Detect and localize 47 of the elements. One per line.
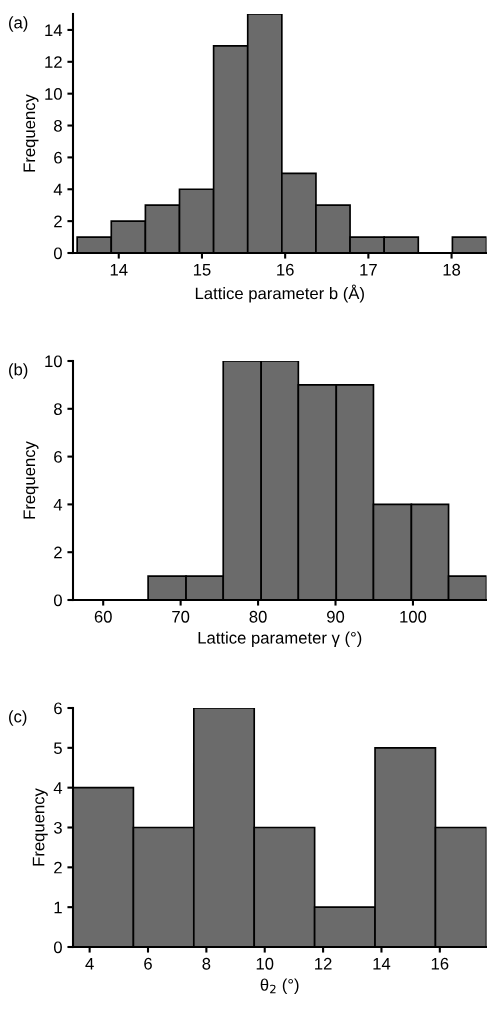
x-tick-label: 8 [202, 957, 211, 970]
y-axis-title: Frequency [23, 441, 39, 519]
x-axis-title: Lattice parameter γ (°) [198, 631, 362, 648]
x-tick-label: 16 [431, 957, 449, 970]
y-tick-label: 12 [45, 56, 62, 68]
y-tick-label: 3 [53, 821, 62, 834]
y-tick-label: 0 [53, 594, 62, 607]
y-tick-label: 2 [54, 546, 62, 559]
x-tick-label: 15 [193, 264, 211, 276]
y-axis-title: Frequency [23, 94, 39, 172]
y-tick-label: 2 [54, 215, 62, 228]
y-tick-label: 8 [54, 119, 62, 132]
x-tick-label: 14 [373, 958, 391, 970]
y-tick-label: 8 [54, 403, 62, 415]
y-tick-label: 4 [53, 498, 63, 511]
y-tick-label: 4 [53, 183, 63, 196]
y-tick-label: 10 [45, 88, 62, 100]
x-tick-label: 90 [327, 610, 345, 623]
text: (c) [9, 710, 27, 726]
y-tick-label: 10 [45, 355, 62, 368]
x-axis-title: Lattice parameter b (Å) [195, 284, 364, 303]
x-axis-title: θ$_{2}$ (°) [260, 978, 299, 995]
y-tick-label: 6 [54, 451, 62, 463]
x-tick-label: 18 [443, 263, 461, 276]
y-tick-label: 1 [54, 901, 62, 914]
y-tick-label: 6 [54, 151, 62, 164]
text: (a) [9, 16, 28, 32]
y-tick-label: 0 [53, 941, 62, 954]
x-tick-label: 80 [249, 610, 267, 623]
y-tick-label: 5 [53, 742, 62, 755]
x-tick-label: 60 [94, 610, 112, 623]
y-tick-label: 14 [45, 24, 63, 36]
y-tick-label: 2 [54, 861, 62, 874]
x-tick-label: 16 [277, 263, 294, 276]
y-axis-title: Frequency [32, 788, 48, 866]
x-tick-label: 100 [400, 610, 427, 623]
x-tick-label: 4 [85, 958, 94, 970]
x-tick-label: 10 [256, 957, 274, 970]
x-tick-label: 17 [360, 264, 377, 276]
y-tick-label: 4 [53, 782, 63, 794]
text: (b) [9, 363, 28, 379]
x-tick-label: 6 [144, 957, 152, 970]
x-tick-label: 12 [315, 957, 332, 970]
x-tick-label: 70 [172, 610, 190, 623]
x-tick-label: 14 [110, 264, 128, 276]
y-tick-label: 6 [54, 702, 62, 715]
y-tick-label: 0 [53, 247, 62, 260]
